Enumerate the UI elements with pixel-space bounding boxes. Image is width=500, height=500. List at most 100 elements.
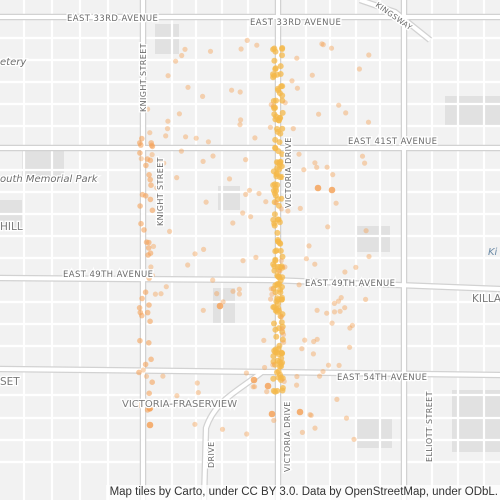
- location-point: [157, 159, 163, 165]
- location-point: [334, 396, 340, 402]
- location-point: [271, 417, 277, 423]
- location-point: [229, 400, 236, 406]
- location-point: [276, 307, 282, 314]
- location-point: [216, 302, 224, 310]
- location-point: [252, 135, 258, 141]
- location-point: [146, 421, 154, 429]
- location-point: [158, 291, 164, 297]
- location-point: [274, 281, 281, 288]
- location-point: [142, 361, 149, 368]
- location-point: [271, 105, 278, 112]
- location-point: [252, 384, 258, 390]
- location-point: [256, 190, 262, 197]
- location-point: [145, 106, 151, 112]
- location-point: [243, 157, 249, 163]
- location-point: [176, 111, 182, 117]
- location-point: [316, 111, 322, 117]
- location-point: [229, 87, 235, 93]
- location-point: [263, 199, 269, 205]
- location-point: [267, 124, 273, 130]
- location-point: [269, 291, 275, 297]
- location-point: [290, 126, 296, 132]
- location-point: [324, 310, 330, 316]
- location-point: [192, 421, 198, 427]
- location-point: [137, 337, 143, 344]
- location-point: [237, 89, 243, 95]
- location-point: [312, 261, 318, 267]
- label-set: SET: [0, 376, 20, 388]
- location-point: [201, 246, 207, 252]
- location-point: [146, 302, 152, 308]
- location-point: [279, 125, 286, 132]
- location-point: [294, 373, 300, 380]
- location-point: [278, 314, 284, 320]
- location-point: [306, 243, 312, 249]
- location-point: [268, 410, 276, 418]
- location-point: [366, 253, 372, 260]
- location-point: [174, 175, 180, 181]
- location-point: [146, 172, 152, 178]
- location-point: [244, 431, 250, 437]
- location-point: [194, 380, 200, 386]
- location-point: [363, 228, 369, 234]
- location-point: [314, 164, 320, 170]
- location-point: [139, 135, 145, 142]
- location-point: [272, 248, 279, 255]
- location-point: [279, 151, 286, 158]
- location-point: [278, 258, 284, 264]
- location-point: [149, 207, 156, 214]
- location-point: [210, 153, 216, 159]
- location-point: [146, 340, 152, 346]
- location-point: [240, 210, 246, 216]
- label-east-49th-left: EAST 49TH AVENUE: [63, 270, 153, 280]
- location-point: [294, 55, 300, 61]
- location-point: [297, 205, 303, 211]
- location-point: [147, 157, 154, 164]
- label-park: outh Memorial Park: [0, 174, 99, 185]
- label-east-54th: EAST 54TH AVENUE: [337, 373, 427, 383]
- location-point: [294, 85, 300, 91]
- location-point: [320, 368, 326, 375]
- location-point: [362, 160, 368, 166]
- location-point: [275, 374, 282, 381]
- location-point: [314, 184, 322, 192]
- location-point: [301, 167, 307, 173]
- location-point: [338, 295, 344, 301]
- label-victoria-south: VICTORIA DRIVE: [283, 401, 292, 472]
- location-point: [309, 72, 315, 78]
- location-point: [139, 295, 145, 302]
- location-point: [142, 193, 149, 199]
- location-point: [200, 158, 206, 164]
- location-point: [163, 284, 169, 290]
- location-point: [250, 376, 258, 384]
- location-point: [279, 385, 286, 391]
- location-point: [264, 389, 270, 395]
- location-point: [144, 309, 151, 316]
- location-point: [230, 288, 236, 294]
- label-hill: HILL: [0, 221, 23, 233]
- location-point: [325, 362, 332, 368]
- label-drive-left: DRIVE: [207, 441, 216, 468]
- location-point: [240, 258, 246, 264]
- location-point: [143, 162, 149, 169]
- location-point: [279, 46, 286, 52]
- location-point: [147, 196, 154, 203]
- location-point: [270, 375, 277, 382]
- location-point: [147, 130, 153, 136]
- location-point: [270, 182, 277, 189]
- location-point: [277, 264, 284, 271]
- location-point: [272, 289, 279, 296]
- location-point: [193, 135, 199, 141]
- location-point: [271, 220, 278, 227]
- location-point: [137, 150, 143, 156]
- location-point: [137, 203, 143, 209]
- location-point: [148, 264, 154, 270]
- location-point: [136, 369, 142, 376]
- location-point: [281, 339, 287, 345]
- location-point: [219, 426, 226, 432]
- location-point: [299, 346, 305, 352]
- location-point: [279, 326, 285, 332]
- location-point: [314, 336, 320, 342]
